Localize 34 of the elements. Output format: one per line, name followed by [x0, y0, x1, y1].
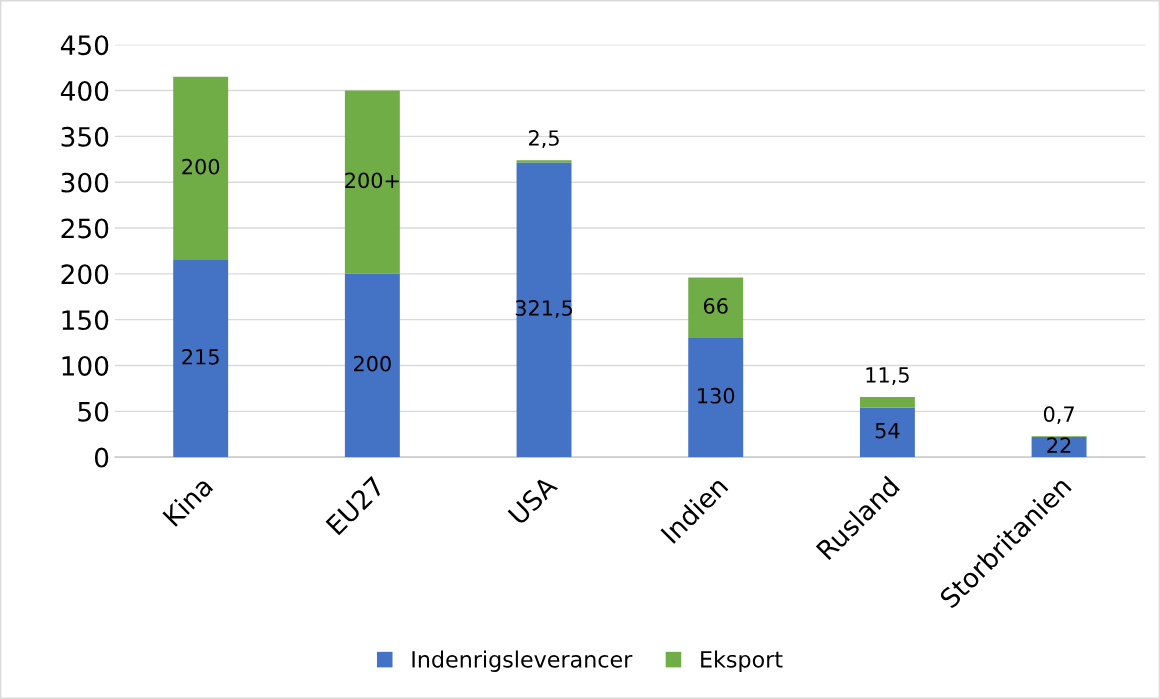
y-tick-label: 100 — [62, 355, 109, 376]
bar — [516, 162, 572, 458]
data-label: 2,5 — [529, 130, 559, 148]
bar — [859, 407, 915, 458]
bar — [688, 338, 744, 458]
data-label: 22 — [1047, 437, 1071, 453]
bar — [344, 273, 400, 458]
data-label: 0,7 — [1043, 406, 1074, 425]
bar — [344, 90, 400, 274]
y-tick-label: 200 — [61, 264, 109, 285]
y-tick-label: 350 — [61, 126, 109, 147]
y-tick-label: 50 — [78, 401, 109, 422]
x-tick-label: USA — [507, 474, 559, 526]
data-label: 54 — [875, 422, 900, 439]
data-label: 66 — [703, 298, 728, 314]
y-tick-label: 300 — [61, 172, 109, 193]
y-tick-label: 250 — [61, 218, 109, 239]
bar — [516, 160, 572, 163]
bar — [173, 260, 229, 458]
data-label: 215 — [182, 348, 219, 365]
data-label: 200+ — [345, 172, 399, 189]
y-tick-label: 0 — [94, 447, 109, 468]
data-label: 130 — [698, 387, 735, 404]
y-tick-label: 450 — [60, 35, 109, 56]
data-label: 200 — [354, 355, 391, 372]
legend-label: Eksport — [701, 650, 783, 673]
data-label: 200 — [182, 158, 220, 175]
y-tick-label: 150 — [62, 310, 109, 331]
bar — [859, 397, 915, 408]
bar — [173, 76, 229, 261]
bar — [688, 277, 744, 339]
data-label: 11,5 — [866, 367, 909, 385]
legend-label: Indenrigsleverancer — [412, 650, 633, 673]
y-tick-label: 400 — [60, 81, 109, 101]
